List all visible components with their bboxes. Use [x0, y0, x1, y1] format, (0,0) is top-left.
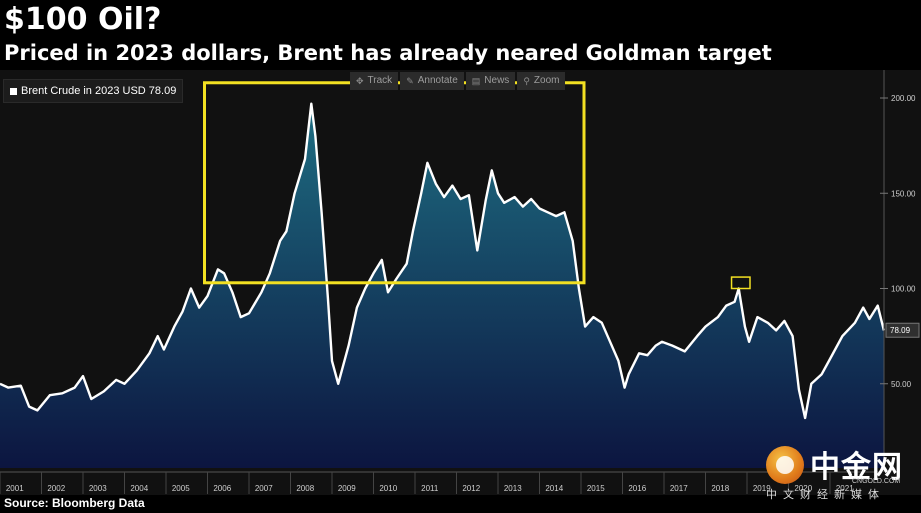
brent-area-chart: 2001 2002 2003 2004 2005 2006 2007 2008 2009 2010…: [0, 70, 920, 494]
y-tick-label: 200.00: [891, 94, 916, 103]
watermark-logo: 中金网 CNGOLD.COM 中文财经新媒体: [766, 442, 916, 501]
watermark-domain: CNGOLD.COM: [852, 478, 901, 485]
x-tick-label: 2002: [47, 484, 65, 493]
last-value-label: 78.09: [890, 326, 911, 335]
x-tick-label: 2010: [379, 484, 397, 493]
x-tick-label: 2006: [213, 484, 231, 493]
magnifier-icon: ⚲: [523, 76, 530, 86]
x-tick-label: 2005: [172, 484, 190, 493]
annotate-button[interactable]: ✎ Annotate: [400, 72, 464, 90]
source-note: Source: Bloomberg Data: [4, 496, 145, 510]
series-legend: Brent Crude in 2023 USD 78.09: [3, 79, 184, 103]
x-tick-label: 2020: [794, 484, 812, 493]
chart-title: $100 Oil?: [4, 2, 162, 37]
x-tick-label: 2014: [545, 484, 563, 493]
x-tick-label: 2021: [836, 484, 854, 493]
x-tick-label: 2017: [670, 484, 688, 493]
track-button[interactable]: ✥ Track: [350, 72, 399, 90]
x-tick-label: 2015: [587, 484, 605, 493]
x-tick-label: 2018: [711, 484, 729, 493]
coin-logo-icon: [766, 446, 804, 484]
x-tick-label: 2016: [628, 484, 646, 493]
annotate-label: Annotate: [417, 75, 458, 86]
legend-label: Brent Crude in 2023 USD 78.09: [21, 85, 177, 97]
news-icon: ▤: [471, 76, 481, 86]
zoom-label: Zoom: [533, 75, 560, 86]
watermark-brand: 中金网: [810, 450, 903, 485]
last-value-tag: [885, 322, 920, 338]
x-tick-label: 2003: [89, 484, 107, 493]
chart-subtitle: Priced in 2023 dollars, Brent has alread…: [4, 41, 772, 65]
y-tick-label: 50.00: [891, 380, 912, 389]
zoom-button[interactable]: ⚲ Zoom: [517, 72, 566, 90]
watermark-tagline: 中文财经新媒体: [766, 489, 885, 501]
x-tick-label: 2019: [753, 484, 771, 493]
x-tick-label: 2008: [296, 484, 314, 493]
x-tick-label: 2012: [462, 484, 480, 493]
chart-toolbar: ✥ Track ✎ Annotate ▤ News ⚲ Zoom: [350, 72, 566, 90]
highlight-box: [730, 276, 751, 290]
series-area: [0, 103, 884, 468]
x-tick-label: 2009: [338, 484, 356, 493]
crosshair-icon: ✥: [356, 76, 364, 86]
news-label: News: [484, 75, 510, 86]
x-tick-label: 2007: [255, 484, 273, 493]
pencil-icon: ✎: [406, 76, 414, 86]
news-button[interactable]: ▤ News: [465, 72, 516, 90]
y-tick-label: 150.00: [891, 189, 916, 198]
x-tick-label: 2013: [504, 484, 522, 493]
x-tick-label: 2001: [6, 484, 24, 493]
y-tick-label: 100.00: [891, 285, 916, 294]
x-tick-label: 2004: [130, 484, 148, 493]
x-tick-label: 2011: [421, 484, 439, 493]
series-line: [0, 102, 886, 420]
legend-swatch-icon: [10, 87, 17, 95]
track-label: Track: [367, 75, 393, 86]
